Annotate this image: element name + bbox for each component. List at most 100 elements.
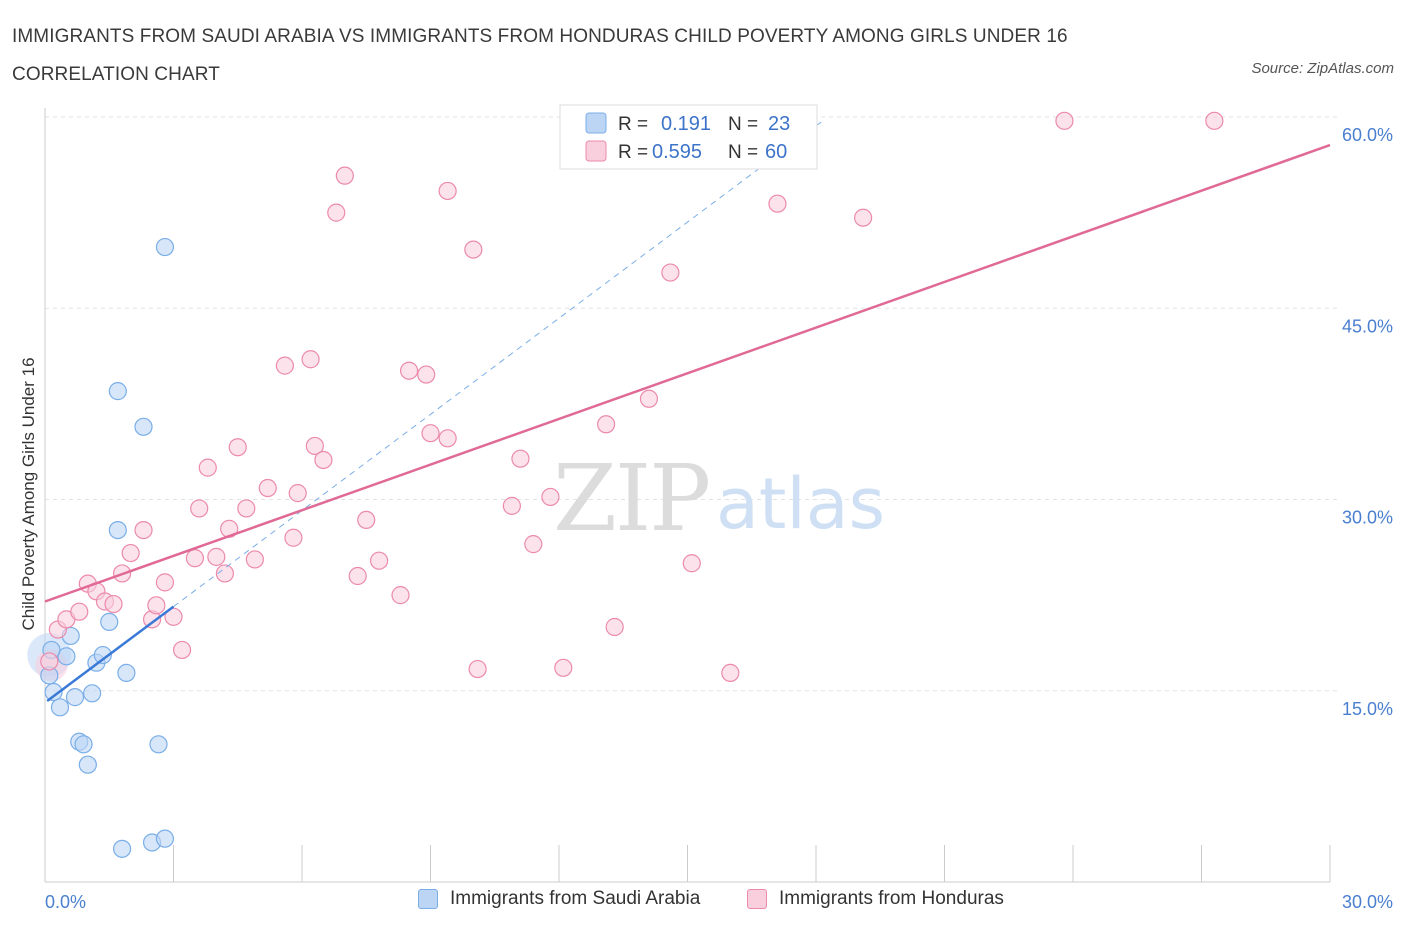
y-tick-label: 60.0% <box>1342 125 1393 145</box>
point-honduras <box>237 499 256 518</box>
point-saudi-arabia <box>112 839 132 858</box>
point-honduras <box>1205 111 1224 130</box>
legend-r-label-honduras: R = <box>618 142 648 163</box>
point-honduras <box>147 596 166 615</box>
point-honduras <box>335 166 354 185</box>
point-honduras <box>1055 111 1074 130</box>
point-honduras <box>721 663 740 683</box>
point-honduras <box>511 449 530 468</box>
trend-line-saudi-dashed <box>173 119 825 608</box>
watermark: ZIP atlas <box>553 445 885 552</box>
point-saudi-arabia <box>117 663 136 683</box>
point-saudi-arabia <box>83 684 102 703</box>
point-honduras <box>854 208 873 227</box>
point-saudi-arabia <box>78 755 97 774</box>
point-honduras <box>417 365 436 384</box>
point-saudi-arabia <box>50 698 70 717</box>
bottom-legend: Immigrants from Saudi Arabia Immigrants … <box>0 888 1406 918</box>
x-tick-label-max: 30.0% <box>1342 892 1393 912</box>
trend-lines <box>44 119 1331 702</box>
point-saudi-arabia <box>134 417 153 436</box>
point-saudi-arabia <box>108 520 127 540</box>
point-honduras <box>605 617 624 637</box>
point-honduras <box>464 240 483 259</box>
point-honduras <box>438 181 457 201</box>
point-honduras <box>134 520 153 540</box>
chart-title: IMMIGRANTS FROM SAUDI ARABIA VS IMMIGRAN… <box>12 26 1068 85</box>
y-tick-labels: 15.0% 30.0% 45.0% 60.0% <box>1342 125 1393 719</box>
point-saudi-arabia <box>93 645 112 665</box>
data-points <box>27 111 1224 858</box>
axes <box>44 108 1331 883</box>
legend-swatch-saudi <box>585 112 607 134</box>
legend-n-value-honduras: 60 <box>765 141 787 163</box>
gridlines <box>45 116 1340 692</box>
point-saudi-arabia <box>155 829 175 848</box>
legend-n-label-honduras: N = <box>728 142 758 163</box>
point-honduras <box>768 194 787 213</box>
legend-r-label-saudi: R = <box>618 114 648 135</box>
point-honduras <box>468 659 487 679</box>
legend-r-value-honduras: 0.595 <box>652 141 702 163</box>
point-honduras <box>288 484 307 503</box>
point-saudi-arabia <box>44 682 63 702</box>
point-saudi-arabia <box>65 688 85 707</box>
point-honduras <box>524 535 543 554</box>
point-honduras <box>391 586 410 605</box>
point-honduras <box>275 356 294 375</box>
trend-line-saudi <box>46 605 175 702</box>
point-saudi-arabia <box>74 735 93 754</box>
point-honduras <box>245 550 264 569</box>
bottom-legend-saudi: Immigrants from Saudi Arabia <box>418 888 700 910</box>
point-honduras <box>40 652 59 671</box>
point-honduras <box>228 438 247 457</box>
point-honduras <box>215 564 234 583</box>
point-honduras <box>190 499 209 518</box>
point-honduras <box>104 594 123 614</box>
point-honduras <box>305 436 324 456</box>
watermark-zip: ZIP <box>553 445 709 552</box>
point-honduras <box>554 658 573 677</box>
point-honduras <box>327 203 346 222</box>
point-honduras <box>357 510 376 530</box>
watermark-atlas: atlas <box>716 463 885 545</box>
point-honduras <box>639 389 659 408</box>
legend-n-value-saudi: 23 <box>768 113 790 135</box>
point-honduras <box>348 566 367 586</box>
point-honduras <box>185 549 205 568</box>
y-tick-label: 15.0% <box>1342 699 1393 719</box>
point-honduras <box>172 640 192 660</box>
x-tick-label-min: 0.0% <box>45 892 86 912</box>
point-honduras <box>399 361 419 380</box>
point-honduras <box>70 602 89 621</box>
legend: R = 0.191 N = 23 R = 0.595 N = 60 <box>559 104 818 170</box>
legend-r-value-saudi: 0.191 <box>661 113 711 135</box>
point-honduras <box>661 263 680 282</box>
point-saudi-arabia <box>100 612 119 632</box>
point-honduras <box>198 458 217 477</box>
y-axis-label: Child Poverty Among Girls Under 16 <box>19 357 38 630</box>
legend-n-label-saudi: N = <box>728 114 758 135</box>
point-honduras <box>597 415 616 434</box>
point-honduras <box>682 554 701 573</box>
chart-source: Source: ZipAtlas.com <box>1251 60 1394 77</box>
point-saudi-arabia <box>155 237 175 257</box>
bottom-legend-label-honduras: Immigrants from Honduras <box>779 888 1004 909</box>
point-honduras <box>301 350 320 369</box>
x-tick-labels: 0.0% 30.0% <box>45 892 1393 912</box>
point-saudi-arabia <box>108 382 127 401</box>
point-honduras <box>258 478 277 498</box>
point-honduras <box>370 551 389 570</box>
point-honduras <box>155 573 175 592</box>
bottom-legend-swatch-honduras <box>747 889 767 909</box>
bottom-legend-swatch-saudi <box>418 889 438 909</box>
y-tick-label: 45.0% <box>1342 316 1393 336</box>
point-honduras <box>314 450 333 470</box>
bottom-legend-label-saudi: Immigrants from Saudi Arabia <box>450 888 701 909</box>
point-honduras <box>438 429 457 448</box>
point-honduras <box>541 487 560 507</box>
point-honduras <box>164 607 183 626</box>
legend-swatch-honduras <box>585 140 607 162</box>
point-saudi-arabia <box>149 735 168 754</box>
